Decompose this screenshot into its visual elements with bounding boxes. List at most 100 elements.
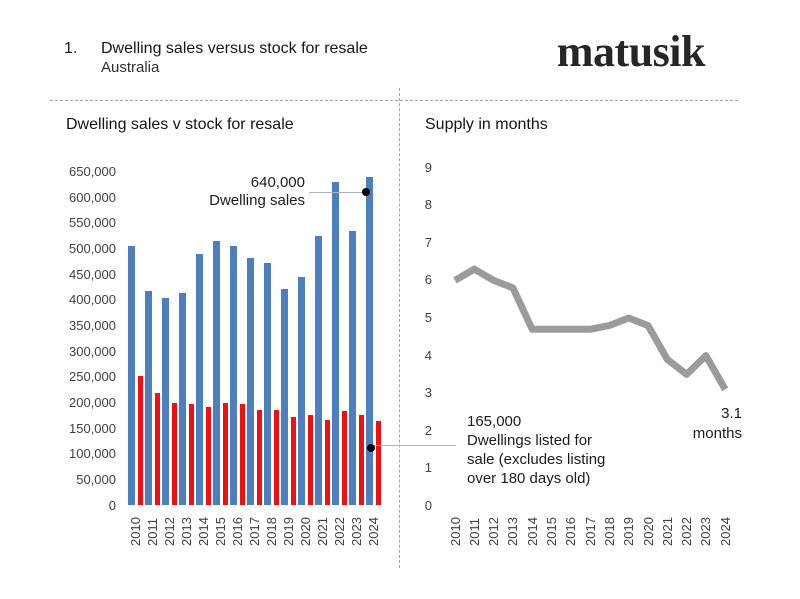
right-y-tick-6: 6 [424,272,432,288]
right-y-tick-9: 9 [424,159,432,175]
bar-stock-2016 [240,403,245,506]
bar-dwelling-sales-2019 [281,288,288,506]
right-chart-title: Supply in months [425,116,548,133]
annotation-stock-label-line3: over 180 days old) [467,470,591,487]
supply-line [453,265,729,392]
slide-number: 1. [64,40,78,57]
bar-dwelling-sales-2022 [332,182,339,506]
right-x-label-2021: 2021 [659,517,675,546]
left-y-tick-550000: 550,000 [69,215,116,231]
right-y-tick-3: 3 [424,385,432,401]
left-x-label-2024: 2024 [366,517,381,546]
bar-stock-2010 [138,375,143,506]
right-x-label-2015: 2015 [544,517,559,546]
left-y-tick-200000: 200,000 [69,394,116,410]
left-x-label-2010: 2010 [128,517,143,546]
bar-dwelling-sales-2018 [264,262,271,506]
annotation-supply-months: 3.1 months [693,404,742,444]
left-x-label-2020: 2020 [298,517,313,546]
bar-dwelling-sales-2016 [230,246,237,506]
annotation-dwelling-sales-label: Dwelling sales [209,192,305,209]
bar-dwelling-sales-2015 [213,241,220,506]
bar-stock-2022 [342,411,347,506]
left-y-tick-450000: 450,000 [69,266,116,282]
annotation-supply-label: months [692,425,742,442]
bar-stock-2019 [291,417,296,506]
bar-stock-2015 [223,402,228,506]
annotation-supply-value: 3.1 [721,405,742,422]
bar-dwelling-sales-2023 [349,231,356,506]
left-y-tick-600000: 600,000 [69,189,116,205]
left-x-label-2023: 2023 [349,517,364,546]
left-y-tick-400000: 400,000 [69,292,116,308]
left-x-label-2017: 2017 [247,517,262,546]
left-x-label-2013: 2013 [179,517,194,546]
left-x-label-2015: 2015 [213,517,228,546]
right-x-label-2020: 2020 [640,517,656,546]
slide-subtitle: Australia [101,59,160,76]
bar-dwelling-sales-2021 [315,236,322,506]
right-x-label-2023: 2023 [698,517,714,546]
bar-stock-2014 [206,406,211,506]
bar-dwelling-sales-2013 [179,292,186,506]
bar-dwelling-sales-2017 [247,257,254,506]
right-x-label-2018: 2018 [601,517,617,546]
bar-stock-2024 [376,420,381,506]
right-x-label-2024: 2024 [717,517,733,546]
left-y-tick-150000: 150,000 [69,420,116,436]
right-y-tick-1: 1 [424,460,432,476]
annotation-dwelling-sales: 640,000 Dwelling sales [209,174,305,210]
right-x-label-2016: 2016 [563,517,579,546]
right-x-label-2022: 2022 [679,517,695,546]
callout-dot-sales [362,188,370,196]
left-y-tick-500000: 500,000 [69,240,116,256]
left-x-label-2022: 2022 [332,517,347,546]
left-y-tick-0: 0 [108,497,116,513]
right-y-tick-5: 5 [424,310,432,325]
right-x-label-2011: 2011 [466,518,482,546]
right-y-tick-0: 0 [424,498,432,513]
right-x-label-2014: 2014 [524,517,540,546]
right-y-tick-4: 4 [424,347,432,363]
left-y-tick-100000: 100,000 [69,446,116,462]
left-y-tick-50000: 50,000 [76,471,116,487]
bar-dwelling-sales-2020 [298,276,305,506]
bar-stock-2023 [359,415,364,506]
bar-dwelling-sales-2011 [145,291,152,506]
bar-stock-2020 [308,414,313,506]
right-y-tick-7: 7 [424,234,432,250]
callout-line-sales [309,192,362,193]
annotation-stock-label-line2: sale (excludes listing [467,451,606,468]
left-x-label-2018: 2018 [264,517,279,546]
right-y-tick-8: 8 [424,197,432,213]
annotation-stock-value: 165,000 [467,413,522,430]
annotation-stock-listed: 165,000 Dwellings listed for sale (exclu… [467,412,605,488]
bar-dwelling-sales-2024 [366,177,373,506]
bar-stock-2017 [257,410,262,506]
header-divider-line [50,100,738,101]
bar-dwelling-sales-2010 [128,246,135,506]
bar-dwelling-sales-2014 [196,254,203,506]
bar-stock-2021 [325,419,330,506]
right-x-label-2012: 2012 [486,517,502,546]
left-chart-title: Dwelling sales v stock for resale [66,116,294,133]
right-x-label-2019: 2019 [621,517,637,546]
bar-stock-2011 [155,393,160,506]
bar-stock-2013 [189,404,194,506]
annotation-dwelling-sales-value: 640,000 [250,174,305,191]
left-y-tick-250000: 250,000 [69,369,116,385]
right-x-label-2017: 2017 [582,517,598,546]
callout-dot-stock [367,444,375,452]
left-x-label-2012: 2012 [162,517,177,546]
slide-title: Dwelling sales versus stock for resale [101,40,368,57]
left-x-label-2011: 2011 [145,518,160,546]
bar-stock-2012 [172,402,177,506]
bar-dwelling-sales-2012 [162,298,169,506]
callout-line-stock [374,445,456,446]
bar-stock-2018 [274,409,279,506]
right-y-tick-2: 2 [424,422,432,438]
left-x-label-2014: 2014 [196,517,211,546]
right-x-label-2010: 2010 [447,517,463,546]
